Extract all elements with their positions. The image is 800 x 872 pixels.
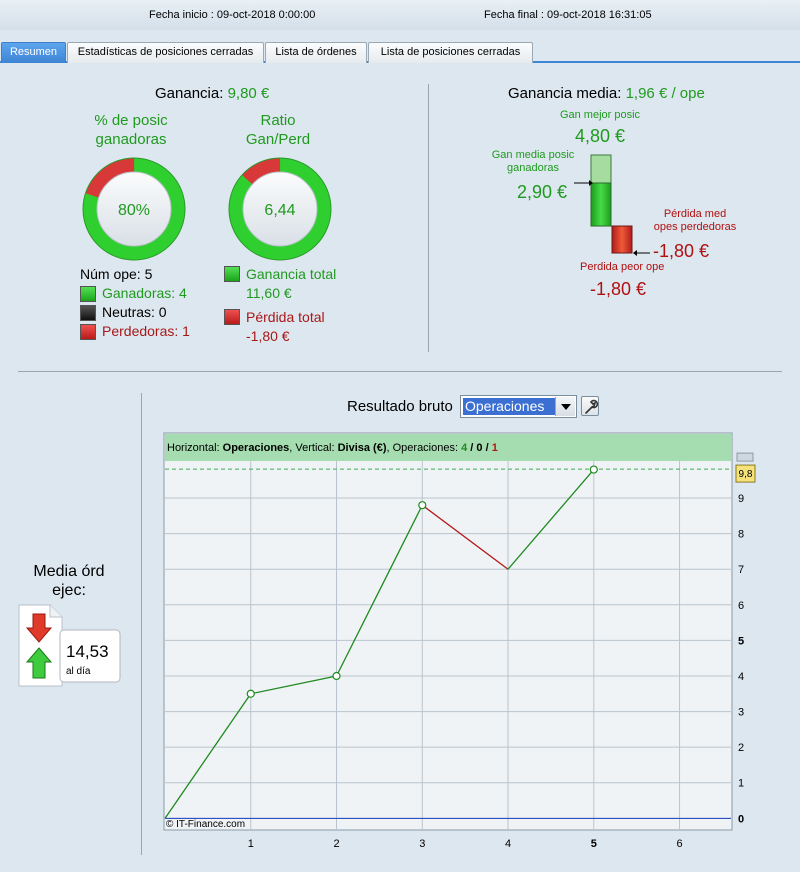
tab-resumen[interactable]: Resumen — [1, 42, 66, 63]
plot-area — [163, 432, 733, 831]
total-loss-label: Pérdida total — [246, 309, 325, 325]
total-gain-label: Ganancia total — [246, 266, 337, 282]
avg-loss-label: Pérdida med opes perdedoras — [653, 208, 737, 233]
ratio-ring-red — [229, 158, 331, 260]
x-axis-labels: 1 2 3 4 5 6 — [248, 838, 683, 850]
y-tick-label: 3 — [738, 707, 744, 719]
y-axis-labels: 0 1 2 3 4 5 6 7 8 9 — [738, 493, 744, 825]
start-date-value: 09-oct-2018 0:00:00 — [216, 9, 316, 21]
orders-divider — [141, 393, 142, 855]
arrow-down-icon — [25, 613, 53, 643]
x-tick-label: 6 — [676, 838, 682, 850]
worst-value: -1,80 € — [590, 279, 647, 299]
y-tick-label: 7 — [738, 564, 744, 576]
y-tick-label: 0 — [738, 813, 744, 825]
chart-info: Horizontal: Operaciones, Vertical: Divis… — [167, 442, 498, 454]
average-value: 1,96 € / ope — [625, 85, 705, 102]
avg-win-label: Gan media posic ganadoras — [491, 149, 575, 174]
winners-swatch — [80, 286, 96, 302]
tab-orders[interactable]: Lista de órdenes — [265, 42, 367, 63]
y-tick-label: 1 — [738, 778, 744, 790]
y-tick-label: 5 — [738, 635, 744, 647]
x-tick-label: 5 — [591, 838, 597, 850]
info-win-count: 4 — [461, 442, 468, 454]
tab-closed-stats[interactable]: Estadísticas de posiciones cerradas — [67, 42, 264, 63]
y-tick-label: 6 — [738, 600, 744, 612]
worst-label: Perdida peor ope — [580, 261, 665, 273]
best-value: 4,80 € — [574, 126, 626, 146]
y-tick-label: 9 — [738, 493, 744, 505]
last-value-label: 9,8 — [739, 469, 753, 480]
data-point — [332, 671, 341, 681]
average-heading: Ganancia media: 1,96 € / ope — [508, 85, 705, 102]
total-loss-value: -1,80 € — [246, 328, 290, 344]
data-point — [418, 501, 427, 510]
chart-settings-button[interactable] — [581, 396, 599, 416]
avg-win-bar — [590, 182, 612, 227]
x-tick-label: 2 — [333, 838, 339, 850]
profit-value: 9,80 € — [227, 85, 270, 102]
tab-bar: Resumen Estadísticas de posiciones cerra… — [0, 42, 800, 63]
orders-value-box — [59, 629, 121, 683]
ratio-donut: 6,44 — [228, 157, 332, 261]
orders-per-day-title: Media órd ejec: — [33, 563, 105, 599]
x-tick-label: 4 — [505, 838, 511, 850]
data-point — [589, 465, 598, 474]
tab-closed-positions[interactable]: Lista de posiciones cerradas — [368, 42, 533, 63]
x-tick-label: 1 — [248, 838, 254, 850]
series-segment — [164, 693, 252, 819]
info-strip — [165, 434, 731, 461]
orders-unit: al día — [66, 666, 91, 677]
vertical-divider — [428, 84, 429, 352]
arrow-up-icon — [25, 647, 53, 679]
num-ops: Núm ope: 5 — [80, 266, 153, 282]
series-segment — [507, 469, 595, 570]
series-segment — [335, 504, 423, 677]
winners-pct-value: 80% — [118, 202, 150, 219]
last-value-marker: 9,8 — [735, 452, 756, 483]
total-gain-value: 11,60 € — [246, 285, 292, 301]
y-tick-label: 4 — [738, 671, 744, 683]
profit-heading: Ganancia: 9,80 € — [155, 85, 270, 102]
chart-mode-value: Operaciones — [463, 398, 555, 415]
ratio-value: 6,44 — [264, 202, 295, 219]
series-segment — [250, 675, 337, 695]
y-tick-label: 8 — [738, 529, 744, 541]
horizontal-divider — [18, 371, 782, 372]
avg-loss-bar — [611, 225, 633, 254]
orders-per-day-widget: 14,53 al día — [18, 604, 121, 687]
neutral-swatch — [80, 305, 96, 321]
copyright-label: © IT-Finance.com — [166, 819, 245, 830]
avg-loss-value: -1,80 € — [653, 241, 710, 261]
start-date-label: Fecha inicio : 09-oct-2018 0:00:00 — [149, 9, 316, 21]
best-label: Gan mejor posic — [559, 109, 641, 121]
losers-count: Perdedoras: 1 — [102, 323, 190, 339]
info-loss-count: 1 — [492, 442, 498, 454]
chart-mode-select[interactable]: Operaciones — [460, 395, 577, 418]
y-tick-label: 2 — [738, 742, 744, 754]
info-neutral-count: 0 — [476, 442, 482, 454]
wrench-icon — [585, 399, 599, 414]
end-date-value: 09-oct-2018 16:31:05 — [546, 9, 652, 21]
losers-swatch — [80, 324, 96, 340]
result-series — [164, 465, 598, 819]
winners-count: Ganadoras: 4 — [102, 285, 187, 301]
chart-title-label: Resultado bruto — [347, 398, 453, 415]
avg-win-value: 2,90 € — [517, 182, 568, 202]
total-gain-swatch — [224, 266, 240, 282]
x-tick-label: 3 — [419, 838, 425, 850]
series-segment — [421, 504, 509, 570]
orders-value: 14,53 — [66, 642, 109, 661]
winners-donut: 80% — [82, 157, 186, 261]
chevron-down-icon[interactable] — [555, 397, 575, 416]
date-range-bar: Fecha inicio : 09-oct-2018 0:00:00 Fecha… — [0, 0, 800, 30]
data-point — [246, 689, 255, 698]
average-bar-graphic — [574, 154, 650, 256]
end-date-label: Fecha final : 09-oct-2018 16:31:05 — [484, 9, 652, 21]
ratio-title: Ratio Gan/Perd — [245, 112, 311, 148]
neutral-count: Neutras: 0 — [102, 304, 167, 320]
total-loss-swatch — [224, 309, 240, 325]
winners-pct-title: % de posic ganadoras — [94, 112, 168, 148]
